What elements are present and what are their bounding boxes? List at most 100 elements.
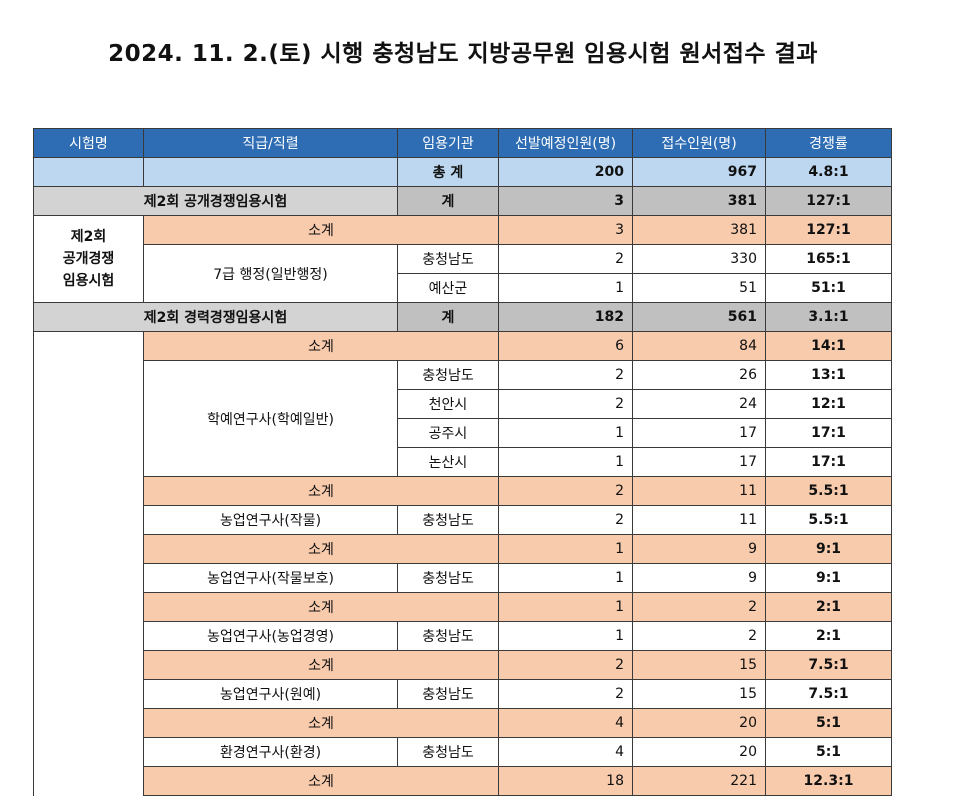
subtotal-row: 소계 2 15 7.5:1 <box>34 650 892 680</box>
ratio: 9:1 <box>765 563 892 593</box>
agency: 공주시 <box>397 418 499 448</box>
exam-side-line: 제2회 공개경쟁 임용시험 <box>62 229 115 289</box>
subtotal-applied: 9 <box>632 534 766 564</box>
exam-side-label: 제2회 공개경쟁 임용시험 <box>33 215 144 303</box>
planned: 2 <box>498 679 633 709</box>
subtotal-planned: 4 <box>498 708 633 738</box>
agency: 충청남도 <box>397 360 499 390</box>
position-name: 농업연구사(작물) <box>143 505 398 535</box>
subtotal-label: 소계 <box>143 708 499 738</box>
subtotal-label: 소계 <box>143 592 499 622</box>
group-sum-label: 계 <box>397 186 499 216</box>
position-name: 농업연구사(원예) <box>143 679 398 709</box>
total-applied: 967 <box>632 157 766 187</box>
agency: 충청남도 <box>397 679 499 709</box>
subtotal-label: 소계 <box>143 650 499 680</box>
subtotal-ratio: 14:1 <box>765 331 892 361</box>
applied: 26 <box>632 360 766 390</box>
agency: 충청남도 <box>397 563 499 593</box>
position-name: 7급 행정(일반행정) <box>143 244 398 303</box>
subtotal-planned: 3 <box>498 215 633 245</box>
subtotal-ratio: 5.5:1 <box>765 476 892 506</box>
group-sum-label: 계 <box>397 302 499 332</box>
ratio: 2:1 <box>765 621 892 651</box>
subtotal-label: 소계 <box>143 215 499 245</box>
subtotal-ratio: 127:1 <box>765 215 892 245</box>
subtotal-planned: 6 <box>498 331 633 361</box>
table-row: 농업연구사(농업경영) 충청남도 1 2 2:1 <box>34 621 892 651</box>
ratio: 17:1 <box>765 447 892 477</box>
ratio: 165:1 <box>765 244 892 274</box>
applied: 20 <box>632 737 766 767</box>
subtotal-applied: 11 <box>632 476 766 506</box>
applied: 17 <box>632 447 766 477</box>
group-applied: 561 <box>632 302 766 332</box>
applied: 15 <box>632 679 766 709</box>
agency: 충청남도 <box>397 621 499 651</box>
subtotal-row: 소계 4 20 5:1 <box>34 708 892 738</box>
header-row: 시험명 직급/직렬 임용기관 선발예정인원(명) 접수인원(명) 경쟁률 <box>33 128 892 158</box>
subtotal-applied: 84 <box>632 331 766 361</box>
ratio: 51:1 <box>765 273 892 303</box>
applied: 2 <box>632 621 766 651</box>
subtotal-ratio: 7.5:1 <box>765 650 892 680</box>
table-row: 공주시 1 17 17:1 <box>34 418 892 448</box>
applied: 11 <box>632 505 766 535</box>
table-row: 환경연구사(환경) 충청남도 4 20 5:1 <box>34 737 892 767</box>
total-label: 총 계 <box>397 157 499 187</box>
subtotal-row: 소계 6 84 14:1 <box>33 331 892 796</box>
subtotal-ratio: 2:1 <box>765 592 892 622</box>
header-position: 직급/직렬 <box>143 128 398 158</box>
subtotal-planned: 2 <box>498 476 633 506</box>
agency: 충청남도 <box>397 244 499 274</box>
subtotal-row: 소계 1 9 9:1 <box>34 534 892 564</box>
ratio: 5.5:1 <box>765 505 892 535</box>
subtotal-ratio: 12.3:1 <box>765 766 892 796</box>
ratio: 17:1 <box>765 418 892 448</box>
applied: 51 <box>632 273 766 303</box>
subtotal-label: 소계 <box>143 766 499 796</box>
table-row: 농업연구사(작물보호) 충청남도 1 9 9:1 <box>34 563 892 593</box>
subtotal-ratio: 9:1 <box>765 534 892 564</box>
ratio: 12:1 <box>765 389 892 419</box>
exam-side-blank <box>33 331 144 796</box>
agency: 예산군 <box>397 273 499 303</box>
position-name: 환경연구사(환경) <box>143 737 398 767</box>
agency: 논산시 <box>397 447 499 477</box>
table-row: 7급 행정(일반행정) 충청남도 2 330 165:1 <box>34 244 892 303</box>
header-planned: 선발예정인원(명) <box>498 128 633 158</box>
ratio: 7.5:1 <box>765 679 892 709</box>
header-ratio: 경쟁률 <box>765 128 892 158</box>
subtotal-row: 소계 1 2 2:1 <box>34 592 892 622</box>
planned: 4 <box>498 737 633 767</box>
subtotal-applied: 20 <box>632 708 766 738</box>
table-row: 농업연구사(원예) 충청남도 2 15 7.5:1 <box>34 679 892 709</box>
planned: 1 <box>498 418 633 448</box>
subtotal-planned: 1 <box>498 534 633 564</box>
group-planned: 182 <box>498 302 633 332</box>
total-blank <box>33 157 144 187</box>
planned: 2 <box>498 505 633 535</box>
agency: 천안시 <box>397 389 499 419</box>
position-name: 학예연구사(학예일반) <box>143 360 398 477</box>
subtotal-planned: 2 <box>498 650 633 680</box>
total-row: 총 계 200 967 4.8:1 <box>33 157 892 187</box>
applied: 17 <box>632 418 766 448</box>
applied: 330 <box>632 244 766 274</box>
group-ratio: 127:1 <box>765 186 892 216</box>
subtotal-row: 소계 2 11 5.5:1 <box>34 476 892 506</box>
group-name: 제2회 경력경쟁임용시험 <box>33 302 398 332</box>
planned: 1 <box>498 273 633 303</box>
subtotal-row: 제2회 공개경쟁 임용시험 소계 3 381 127:1 <box>33 215 892 303</box>
applied: 9 <box>632 563 766 593</box>
subtotal-applied: 381 <box>632 215 766 245</box>
header-exam-name: 시험명 <box>33 128 144 158</box>
subtotal-ratio: 5:1 <box>765 708 892 738</box>
group-row-career: 제2회 경력경쟁임용시험 계 182 561 3.1:1 <box>33 302 892 332</box>
position-name: 농업연구사(농업경영) <box>143 621 398 651</box>
subtotal-applied: 15 <box>632 650 766 680</box>
total-ratio: 4.8:1 <box>765 157 892 187</box>
subtotal-applied: 2 <box>632 592 766 622</box>
group-name: 제2회 공개경쟁임용시험 <box>33 186 398 216</box>
header-agency: 임용기관 <box>397 128 499 158</box>
